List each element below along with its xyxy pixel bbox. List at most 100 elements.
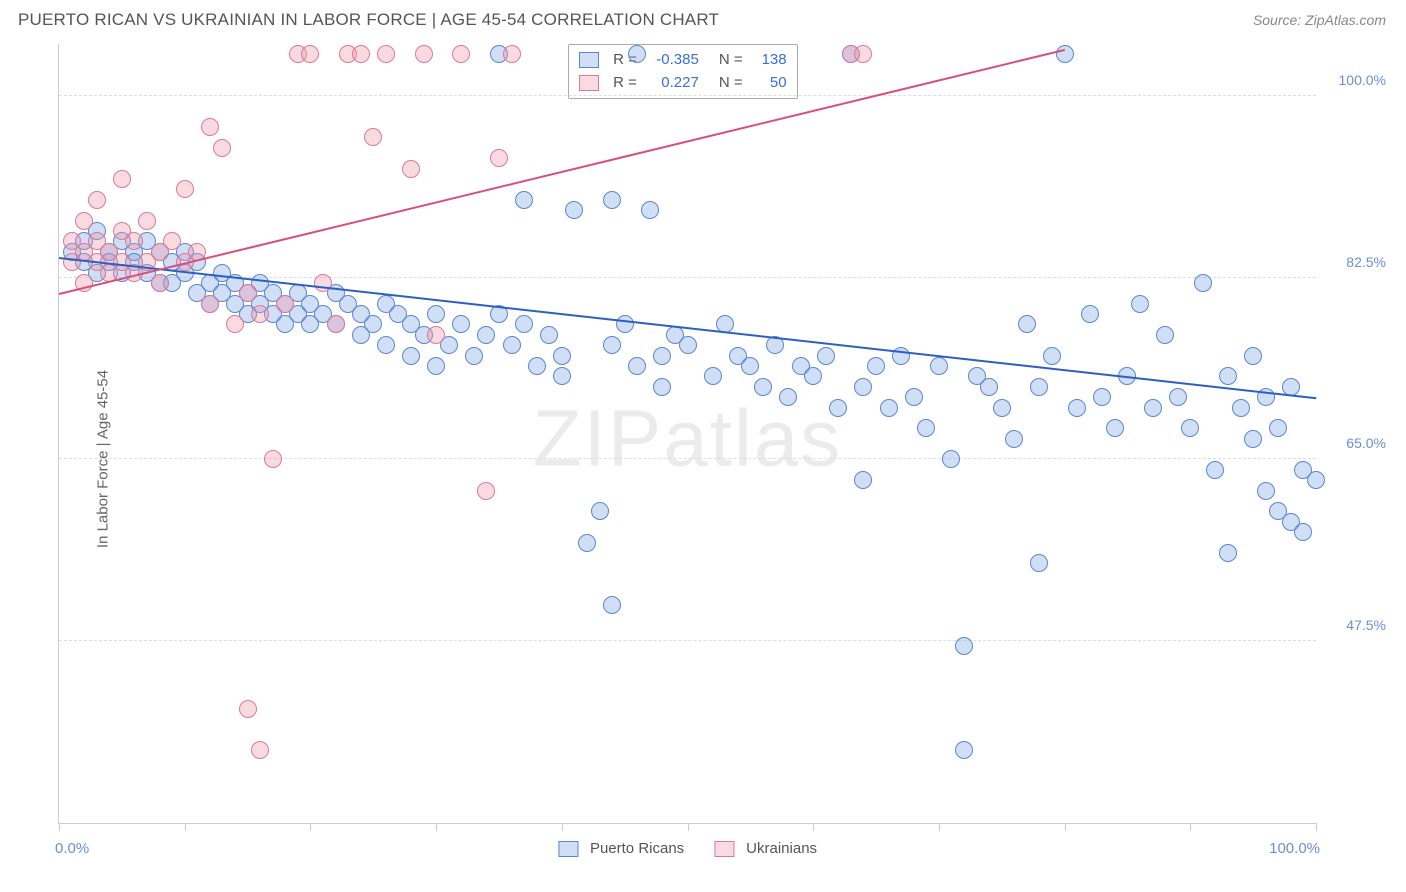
- stats-row: R =0.227N =50: [579, 72, 787, 95]
- data-point: [880, 399, 898, 417]
- gridline: [59, 95, 1316, 96]
- data-point: [201, 295, 219, 313]
- data-point: [402, 160, 420, 178]
- legend-label: Puerto Ricans: [590, 840, 684, 857]
- stat-n-value: 138: [753, 49, 787, 72]
- x-axis-min-label: 0.0%: [55, 840, 89, 857]
- legend-swatch: [558, 841, 578, 857]
- data-point: [1219, 367, 1237, 385]
- data-point: [1131, 295, 1149, 313]
- data-point: [452, 315, 470, 333]
- legend-swatch: [579, 52, 599, 68]
- data-point: [917, 419, 935, 437]
- plot-region: ZIPatlas 0.0% 100.0% R =-0.385N =138R =0…: [58, 44, 1316, 824]
- data-point: [854, 378, 872, 396]
- data-point: [955, 637, 973, 655]
- data-point: [276, 295, 294, 313]
- data-point: [804, 367, 822, 385]
- data-point: [854, 45, 872, 63]
- data-point: [616, 315, 634, 333]
- stat-n-label: N =: [719, 49, 743, 72]
- data-point: [553, 347, 571, 365]
- x-tick-mark: [1065, 823, 1066, 831]
- watermark: ZIPatlas: [533, 392, 842, 484]
- data-point: [578, 534, 596, 552]
- data-point: [364, 315, 382, 333]
- legend-item: Ukrainians: [714, 840, 817, 857]
- data-point: [565, 201, 583, 219]
- data-point: [465, 347, 483, 365]
- data-point: [1194, 274, 1212, 292]
- x-tick-mark: [688, 823, 689, 831]
- y-tick-label: 82.5%: [1346, 254, 1386, 270]
- data-point: [603, 336, 621, 354]
- data-point: [754, 378, 772, 396]
- data-point: [163, 232, 181, 250]
- x-tick-mark: [185, 823, 186, 831]
- data-point: [352, 45, 370, 63]
- data-point: [239, 700, 257, 718]
- x-tick-mark: [310, 823, 311, 831]
- x-tick-mark: [59, 823, 60, 831]
- data-point: [1219, 544, 1237, 562]
- stat-n-label: N =: [719, 72, 743, 95]
- data-point: [1068, 399, 1086, 417]
- x-axis-max-label: 100.0%: [1269, 840, 1320, 857]
- data-point: [930, 357, 948, 375]
- data-point: [628, 357, 646, 375]
- data-point: [264, 450, 282, 468]
- y-tick-label: 65.0%: [1346, 435, 1386, 451]
- data-point: [213, 139, 231, 157]
- data-point: [1056, 45, 1074, 63]
- data-point: [1244, 347, 1262, 365]
- data-point: [1206, 461, 1224, 479]
- data-point: [477, 326, 495, 344]
- data-point: [490, 149, 508, 167]
- stat-r-value: 0.227: [647, 72, 699, 95]
- data-point: [503, 336, 521, 354]
- chart-source: Source: ZipAtlas.com: [1253, 12, 1386, 28]
- data-point: [993, 399, 1011, 417]
- data-point: [1106, 419, 1124, 437]
- data-point: [1307, 471, 1325, 489]
- data-point: [301, 45, 319, 63]
- data-point: [327, 315, 345, 333]
- data-point: [1030, 378, 1048, 396]
- stat-r-value: -0.385: [647, 49, 699, 72]
- trend-line: [59, 49, 1065, 295]
- legend-swatch: [579, 75, 599, 91]
- data-point: [377, 336, 395, 354]
- data-point: [1269, 419, 1287, 437]
- data-point: [427, 357, 445, 375]
- data-point: [540, 326, 558, 344]
- data-point: [377, 45, 395, 63]
- data-point: [1257, 482, 1275, 500]
- data-point: [603, 596, 621, 614]
- data-point: [251, 741, 269, 759]
- data-point: [603, 191, 621, 209]
- data-point: [515, 315, 533, 333]
- legend-item: Puerto Ricans: [558, 840, 684, 857]
- data-point: [1181, 419, 1199, 437]
- data-point: [151, 274, 169, 292]
- stat-r-label: R =: [613, 72, 637, 95]
- data-point: [138, 212, 156, 230]
- data-point: [239, 284, 257, 302]
- y-tick-label: 47.5%: [1346, 617, 1386, 633]
- x-tick-mark: [1316, 823, 1317, 831]
- data-point: [1244, 430, 1262, 448]
- legend-swatch: [714, 841, 734, 857]
- data-point: [1232, 399, 1250, 417]
- data-point: [1030, 554, 1048, 572]
- data-point: [88, 191, 106, 209]
- data-point: [477, 482, 495, 500]
- data-point: [591, 502, 609, 520]
- data-point: [1081, 305, 1099, 323]
- data-point: [955, 741, 973, 759]
- data-point: [1093, 388, 1111, 406]
- y-tick-label: 100.0%: [1339, 72, 1386, 88]
- gridline: [59, 458, 1316, 459]
- data-point: [553, 367, 571, 385]
- data-point: [741, 357, 759, 375]
- data-point: [1169, 388, 1187, 406]
